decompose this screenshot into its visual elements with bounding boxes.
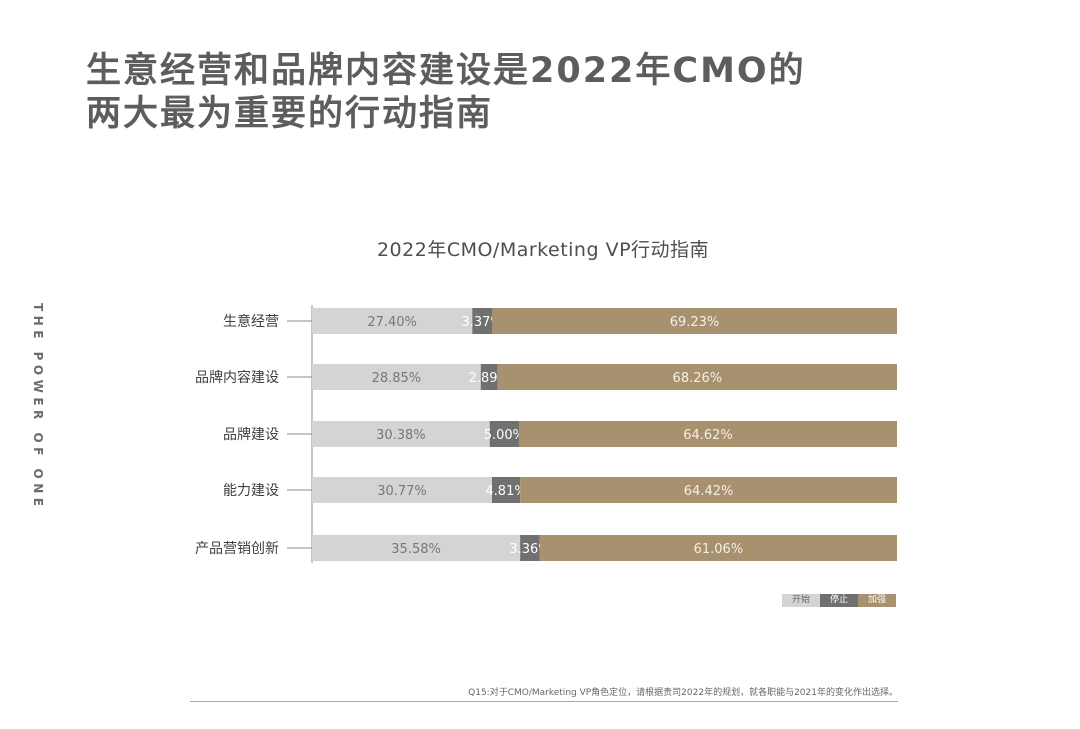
bar-segment [520, 477, 897, 503]
bar-segment [312, 477, 493, 503]
chart-legend: 开始 停止 加强 [782, 594, 896, 607]
bar-value-label: 27.40% [367, 315, 417, 330]
legend-item-strengthen: 加强 [858, 594, 896, 607]
bar-value-label: 30.38% [376, 428, 426, 443]
bar-value-label: 61.06% [694, 542, 744, 557]
bar-value-label: 5.00% [484, 428, 525, 443]
legend-item-start: 开始 [782, 594, 820, 607]
bar-segment [518, 421, 897, 447]
bar-value-label: 69.23% [670, 315, 720, 330]
bar-value-label: 64.42% [684, 484, 734, 499]
category-label: 产品营销创新 [195, 541, 279, 557]
bar-segment [520, 535, 540, 561]
bar-segment [497, 364, 897, 390]
category-label: 品牌建设 [223, 426, 279, 443]
category-label: 生意经营 [223, 313, 279, 330]
bar-value-label: 28.85% [372, 371, 422, 386]
bar-segment [489, 421, 519, 447]
category-label: 能力建设 [223, 483, 279, 499]
page-headline: 生意经营和品牌内容建设是2022年CMO的 两大最为重要的行动指南 [86, 50, 986, 136]
side-vertical-text: THE POWER OF ONE [31, 303, 45, 511]
bar-value-label: 64.62% [683, 428, 733, 443]
legend-item-stop: 停止 [820, 594, 858, 607]
bar-value-label: 30.77% [377, 484, 427, 499]
bar-segment [312, 421, 490, 447]
bar-segment [492, 308, 897, 334]
headline-line-2: 两大最为重要的行动指南 [86, 94, 494, 134]
bar-segment [312, 535, 521, 561]
chart-title: 2022年CMO/Marketing VP行动指南 [376, 239, 710, 261]
bar-segment [312, 364, 481, 390]
bar-value-label: 68.26% [673, 371, 723, 386]
bar-value-label: 4.81% [485, 484, 526, 499]
footnote: Q15:对于CMO/Marketing VP角色定位，请根据贵司2022年的规划… [468, 688, 898, 698]
bar-value-label: 35.58% [391, 542, 441, 557]
footnote-divider [190, 701, 898, 702]
category-label: 品牌内容建设 [195, 369, 279, 386]
bar-segment [480, 364, 498, 390]
headline-line-1: 生意经营和品牌内容建设是2022年CMO的 [86, 51, 806, 91]
bar-segment [312, 308, 473, 334]
bar-segment [472, 308, 493, 334]
bar-segment [492, 477, 521, 503]
bar-segment [539, 535, 897, 561]
